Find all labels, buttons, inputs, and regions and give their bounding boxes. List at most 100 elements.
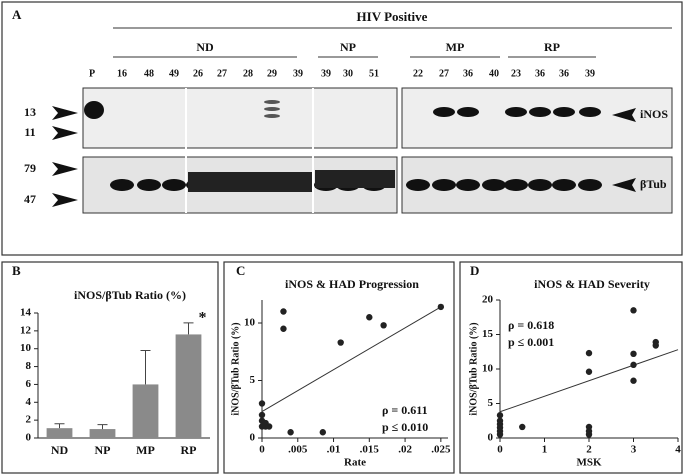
lane-label: 28	[243, 68, 253, 79]
lane-label: 40	[489, 68, 499, 79]
panel-b-frame	[1, 261, 219, 474]
group-label: ND	[196, 40, 214, 54]
x-tick-label: 0	[497, 444, 503, 456]
x-axis-label: Rate	[344, 457, 366, 469]
band	[528, 179, 552, 191]
lane-label: 23	[511, 68, 521, 79]
bar	[46, 428, 73, 438]
band	[315, 170, 395, 188]
y-tick-label: 0	[26, 432, 32, 444]
x-tick-label: .005	[288, 444, 308, 456]
x-tick-label: .025	[431, 444, 451, 456]
marker-label: 79	[24, 161, 36, 175]
point	[630, 377, 637, 384]
point	[630, 361, 637, 369]
point	[519, 423, 526, 431]
band	[553, 107, 575, 117]
band	[457, 107, 479, 117]
y-tick-label: 0	[250, 432, 256, 444]
point	[319, 429, 327, 436]
band	[188, 172, 312, 192]
point	[280, 325, 287, 332]
band	[110, 179, 134, 191]
marker-label: 11	[24, 125, 35, 139]
annotation: p ≤ 0.010	[382, 420, 428, 434]
lane-label: 27	[217, 68, 227, 79]
lane-label: 26	[193, 68, 203, 79]
marker-arrow	[52, 162, 78, 176]
y-axis-label: iNOS/βTub Ratio (%)	[230, 322, 241, 415]
panel-c-frame	[223, 261, 455, 474]
x-tick-label: 0	[259, 444, 265, 456]
x-tick-label: 1	[542, 444, 548, 456]
band	[482, 179, 506, 191]
x-tick-label: RP	[181, 443, 197, 457]
lane-label: 39	[321, 68, 331, 79]
lane-label: P	[89, 68, 95, 79]
marker-label: 47	[24, 192, 36, 206]
y-tick-label: 10	[20, 342, 32, 354]
chart-title: iNOS & HAD Severity	[534, 277, 650, 291]
marker-arrow	[52, 126, 78, 140]
x-tick-label: .015	[360, 444, 380, 456]
y-tick-label: 4	[26, 396, 32, 408]
point	[380, 322, 387, 329]
panel-label: B	[12, 263, 21, 278]
y-tick-label: 2	[26, 414, 32, 426]
point	[652, 342, 659, 349]
x-tick-label: ND	[51, 443, 69, 457]
point	[496, 417, 504, 424]
y-tick-label: 6	[26, 378, 32, 390]
group-title: HIV Positive	[357, 9, 428, 24]
band	[456, 179, 480, 191]
x-tick-label: 2	[586, 444, 592, 456]
point	[366, 314, 373, 321]
band-arrow	[612, 108, 636, 122]
band	[578, 179, 602, 191]
trendline	[261, 306, 442, 412]
band	[264, 107, 280, 111]
point	[585, 368, 593, 375]
lane-label: 36	[559, 68, 569, 79]
y-tick-label: 10	[244, 317, 256, 329]
annotation: *	[199, 309, 207, 326]
panel-a-frame	[1, 1, 683, 256]
x-axis-label: MSK	[576, 457, 602, 469]
group-label: MP	[446, 40, 465, 54]
lane-label: 49	[169, 68, 179, 79]
lane-label: 39	[585, 68, 595, 79]
band	[529, 107, 551, 117]
panel-label: C	[236, 263, 245, 278]
lane-label: 48	[144, 68, 154, 79]
band	[137, 179, 161, 191]
blot-strip	[82, 87, 398, 149]
y-tick-label: 15	[482, 328, 494, 340]
y-tick-label: 0	[488, 432, 494, 444]
point	[630, 307, 637, 314]
point	[585, 349, 593, 357]
band	[162, 179, 186, 191]
point	[287, 429, 294, 436]
annotation: p ≤ 0.001	[508, 335, 554, 349]
lane-label: 30	[343, 68, 353, 79]
error-bar	[54, 423, 65, 429]
lane-label: 36	[535, 68, 545, 79]
lane-label: 39	[293, 68, 303, 79]
y-tick-label: 14	[20, 307, 32, 319]
band	[504, 179, 528, 191]
x-tick-label: NP	[95, 443, 111, 457]
y-tick-label: 10	[482, 363, 494, 375]
x-tick-label: 3	[631, 444, 637, 456]
band-arrow	[612, 178, 636, 192]
lane-label: 16	[117, 68, 127, 79]
lane-label: 27	[439, 68, 449, 79]
annotation: ρ = 0.611	[382, 403, 428, 417]
band-label: βTub	[640, 177, 667, 191]
lane-label: 36	[463, 68, 473, 79]
marker-arrow	[52, 193, 78, 207]
band	[433, 107, 455, 117]
trendline	[499, 349, 679, 413]
x-tick-label: MP	[136, 443, 155, 457]
